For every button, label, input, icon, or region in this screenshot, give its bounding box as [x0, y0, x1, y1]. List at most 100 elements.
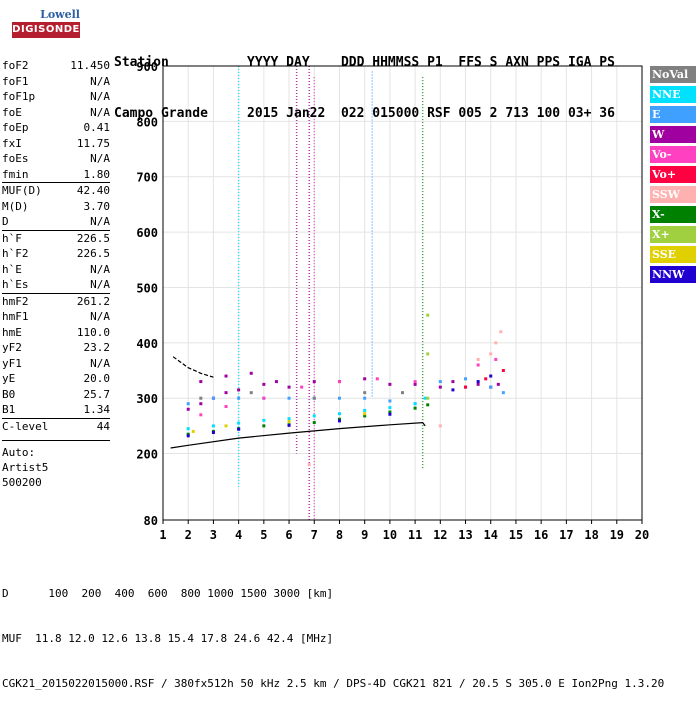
data-point — [426, 403, 430, 407]
x-tick-label: 18 — [584, 528, 598, 542]
param-row: hmF1 N/A — [2, 309, 110, 325]
data-point — [501, 369, 505, 373]
param-row: C-level 44 — [2, 417, 110, 435]
param-label: h`Es — [2, 278, 29, 291]
distance-scale-line: D 100 200 400 600 800 1000 1500 3000 [km… — [2, 587, 334, 600]
data-point — [287, 419, 291, 423]
legend-item-vo-: Vo+ — [650, 166, 696, 183]
series-e — [186, 377, 505, 406]
param-label: MUF(D) — [2, 184, 42, 197]
x-tick-label: 7 — [311, 528, 318, 542]
curve-upper — [172, 356, 214, 378]
header-line-2: Campo Grande 2015 Jan22 022 015000 RSF 0… — [114, 106, 615, 121]
data-point — [337, 396, 341, 400]
autoscaling-artist: Artist5 — [2, 461, 49, 474]
param-value: 3.70 — [83, 199, 111, 213]
data-point — [451, 380, 455, 384]
muf-scale-line: MUF 11.8 12.0 12.6 13.8 15.4 17.8 24.6 4… — [2, 632, 334, 645]
data-point — [186, 432, 190, 436]
param-value: N/A — [90, 215, 110, 228]
data-point — [363, 396, 367, 400]
param-label: fxI — [2, 136, 22, 150]
data-point — [312, 380, 316, 384]
data-point — [262, 418, 266, 422]
data-point — [287, 417, 291, 421]
y-tick-label: 500 — [136, 281, 158, 295]
file-info-line: CGK21_2015022015000.RSF / 380fx512h 50 k… — [2, 677, 665, 690]
data-point — [224, 391, 228, 395]
data-point — [186, 434, 190, 438]
param-value: N/A — [90, 356, 110, 370]
param-label: h`E — [2, 262, 22, 276]
series-vo- — [199, 357, 498, 417]
data-point — [287, 385, 291, 389]
x-tick-label: 10 — [383, 528, 397, 542]
data-point — [413, 380, 417, 384]
param-row: hmE 110.0 — [2, 325, 110, 341]
y-tick-label: 700 — [136, 171, 158, 185]
series-noval — [199, 391, 404, 400]
data-point — [249, 371, 253, 375]
data-point — [363, 408, 367, 412]
data-point — [211, 431, 215, 435]
data-point — [388, 412, 392, 416]
param-row: foEs N/A — [2, 151, 110, 167]
param-value: 1.80 — [83, 167, 111, 181]
data-point — [262, 396, 266, 400]
series-ssw — [307, 330, 503, 467]
legend-item-ssw: SSW — [650, 186, 696, 203]
x-tick-label: 19 — [610, 528, 624, 542]
data-point — [274, 380, 278, 384]
y-tick-labels: 80 200 300 400 500 600 700 800 900 — [136, 60, 158, 528]
x-tick-label: 11 — [408, 528, 422, 542]
data-point — [224, 405, 228, 408]
y-tick-label: 400 — [136, 337, 158, 351]
chart-data-layer — [170, 66, 505, 520]
header-line-1: Station YYYY DAY DDD HHMMSS P1 FFS S AXN… — [114, 55, 615, 70]
param-value: N/A — [90, 105, 110, 119]
footer-info: D 100 200 400 600 800 1000 1500 3000 [km… — [2, 556, 664, 706]
x-tick-label: 8 — [336, 528, 343, 542]
data-point — [438, 380, 442, 384]
param-value: N/A — [90, 90, 110, 103]
data-point — [199, 413, 203, 417]
param-label: fmin — [2, 167, 29, 181]
x-tick-label: 20 — [635, 528, 649, 542]
x-tick-label: 17 — [559, 528, 573, 542]
param-label: yF1 — [2, 356, 22, 370]
param-value: 11.450 — [70, 59, 110, 72]
x-tick-label: 3 — [210, 528, 217, 542]
x-tick-label: 6 — [285, 528, 292, 542]
param-label: B0 — [2, 387, 16, 401]
data-point — [262, 382, 266, 386]
digisonde-logo: Lowell DIGISONDE — [4, 8, 86, 42]
param-row: B1 1.34 — [2, 402, 110, 418]
polarization-legend: NoVal NNE E W Vo- Vo+ SSW X- X+ SSE NNW — [650, 66, 696, 286]
legend-item-noval: NoVal — [650, 66, 696, 83]
param-value: N/A — [90, 278, 110, 291]
legend-item-nnw: NNW — [650, 266, 696, 283]
param-value: N/A — [90, 74, 110, 88]
data-point — [337, 417, 341, 421]
y-tick-label: 800 — [136, 115, 158, 129]
x-tick-label: 13 — [458, 528, 472, 542]
param-label: M(D) — [2, 199, 29, 213]
data-point — [312, 414, 316, 418]
param-value: 110.0 — [76, 325, 110, 339]
param-label: hmF1 — [2, 310, 29, 323]
param-row: foEp 0.41 — [2, 120, 110, 136]
autoscaling-divider — [2, 440, 110, 441]
param-row: yE 20.0 — [2, 371, 110, 387]
data-point — [186, 407, 190, 411]
data-point — [496, 382, 500, 386]
x-tick-label: 2 — [185, 528, 192, 542]
param-value: 226.5 — [76, 231, 110, 245]
data-point — [199, 396, 203, 400]
param-value: 11.75 — [76, 136, 110, 150]
param-row: h`Es N/A — [2, 277, 110, 293]
x-tick-label: 12 — [433, 528, 447, 542]
param-row: foF1p N/A — [2, 89, 110, 105]
param-value: N/A — [90, 262, 110, 276]
data-point — [489, 352, 493, 356]
param-value: 20.0 — [83, 372, 111, 385]
